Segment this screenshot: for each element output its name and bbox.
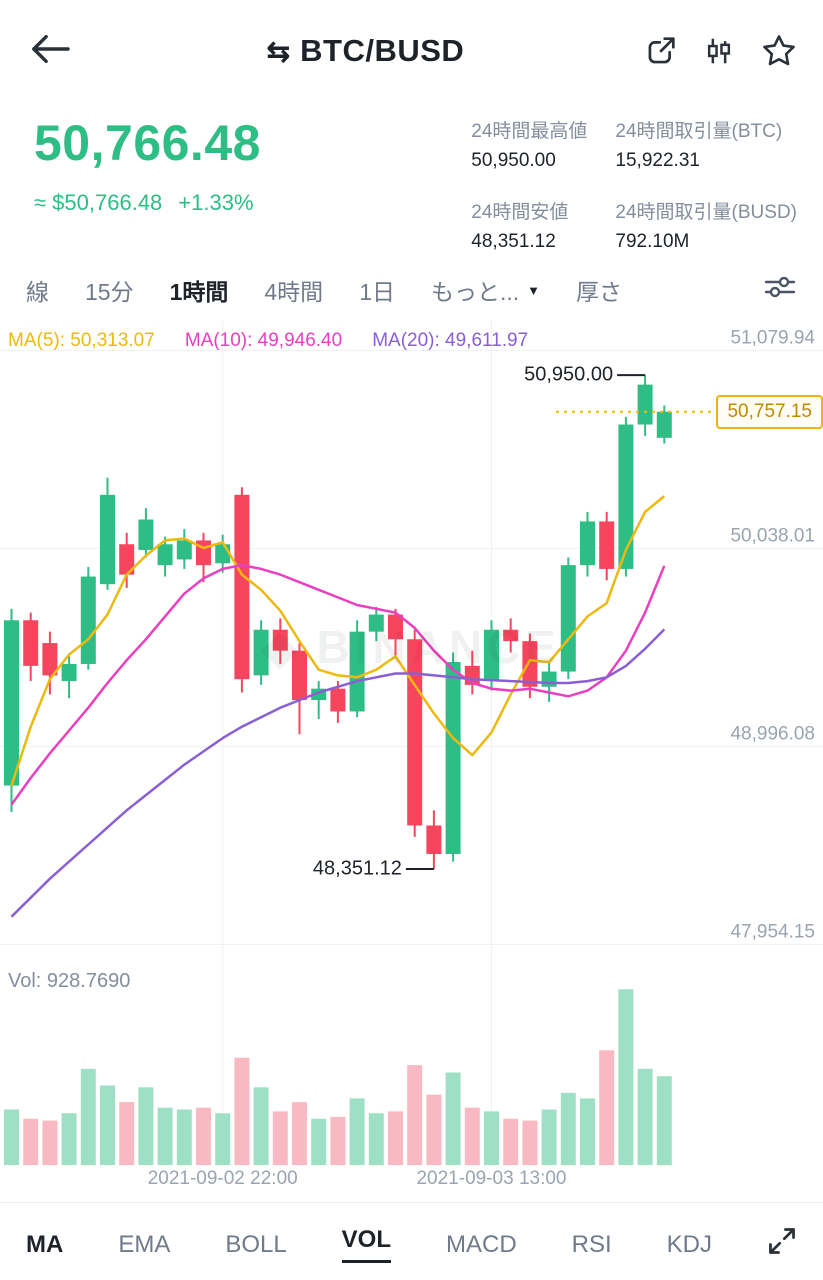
indicator-bar: MA EMA BOLL VOL MACD RSI KDJ bbox=[0, 1202, 823, 1280]
price-panel: 50,766.48 ≈ $50,766.48 +1.33% 24時間最高値 50… bbox=[0, 92, 823, 260]
tab-4h[interactable]: 4時間 bbox=[264, 279, 324, 305]
market-stats: 24時間最高値 50,950.00 24時間取引量(BTC) 15,922.31… bbox=[471, 102, 797, 260]
current-price-tag: 50,757.15 bbox=[716, 394, 823, 429]
chart-settings-button[interactable] bbox=[763, 273, 797, 307]
candlestick-view-icon[interactable] bbox=[703, 35, 735, 67]
tab-1h[interactable]: 1時間 bbox=[169, 279, 229, 305]
swap-pair-icon: ⇆ bbox=[266, 35, 291, 67]
page-title: BTC/BUSD bbox=[300, 33, 465, 68]
low-price-annotation: 48,351.12 bbox=[312, 857, 402, 880]
timeframe-bar: 線 15分 1時間 4時間 1日 もっと... ▼ 厚さ bbox=[0, 260, 823, 320]
tab-vol[interactable]: VOL bbox=[341, 1226, 392, 1263]
volume-bars bbox=[4, 989, 672, 1165]
fullscreen-button[interactable] bbox=[767, 1226, 797, 1263]
svg-text:2021-09-03 13:00: 2021-09-03 13:00 bbox=[416, 1168, 566, 1189]
ma-legend: MA(5): 50,313.07 MA(10): 49,946.40 MA(20… bbox=[8, 330, 528, 352]
tab-depth[interactable]: 厚さ bbox=[576, 279, 623, 305]
svg-text:2021-09-02 22:00: 2021-09-02 22:00 bbox=[148, 1168, 298, 1189]
header: ⇆ BTC/BUSD bbox=[0, 0, 823, 92]
tab-more-dropdown[interactable]: もっと... ▼ bbox=[430, 279, 541, 305]
ma10-line bbox=[10, 563, 666, 806]
svg-text:50,038.01: 50,038.01 bbox=[730, 525, 815, 546]
tab-ema[interactable]: EMA bbox=[118, 1230, 171, 1258]
back-button[interactable] bbox=[26, 30, 86, 73]
binance-logo-icon: ◆ bbox=[262, 621, 303, 673]
arrow-left-icon bbox=[32, 34, 70, 63]
sliders-icon bbox=[764, 276, 796, 298]
tab-ma[interactable]: MA bbox=[26, 1230, 64, 1258]
stat-24h-high: 24時間最高値 50,950.00 bbox=[471, 121, 588, 171]
svg-text:51,079.94: 51,079.94 bbox=[730, 327, 815, 348]
share-icon[interactable] bbox=[645, 35, 677, 67]
high-price-annotation: 50,950.00 bbox=[524, 363, 614, 386]
fiat-approx-price: ≈ $50,766.48 bbox=[34, 190, 163, 215]
axis-labels: 51,079.94 50,038.01 48,996.08 47,954.15 2021… bbox=[148, 327, 816, 1189]
ma20-line bbox=[10, 628, 666, 918]
tab-1d[interactable]: 1日 bbox=[359, 279, 395, 305]
tab-boll[interactable]: BOLL bbox=[225, 1230, 287, 1258]
price-chart: 51,079.94 50,038.01 48,996.08 47,954.15 2021… bbox=[0, 320, 823, 1202]
svg-text:47,954.15: 47,954.15 bbox=[730, 921, 815, 942]
legend-ma5: MA(5): 50,313.07 bbox=[8, 330, 155, 351]
ma5-line bbox=[10, 495, 666, 786]
last-price-block: 50,766.48 ≈ $50,766.48 +1.33% bbox=[34, 102, 261, 260]
overlays bbox=[405, 374, 732, 870]
tab-line-view[interactable]: 線 bbox=[26, 279, 49, 305]
last-price: 50,766.48 bbox=[34, 115, 261, 171]
legend-ma20: MA(20): 49,611.97 bbox=[372, 330, 529, 351]
volume-readout: Vol: 928.7690 bbox=[8, 970, 131, 992]
expand-arrows-icon bbox=[769, 1228, 795, 1254]
binance-watermark: ◆ BINANCE bbox=[262, 621, 561, 673]
tab-rsi[interactable]: RSI bbox=[571, 1230, 612, 1258]
favorite-star-icon[interactable] bbox=[761, 33, 797, 69]
price-change-percent: +1.33% bbox=[178, 190, 254, 215]
stat-24h-volume-busd: 24時間取引量(BUSD) 792.10M bbox=[615, 202, 797, 252]
stat-24h-low: 24時間安値 48,351.12 bbox=[471, 202, 569, 252]
candlestick-chart-canvas[interactable]: 51,079.94 50,038.01 48,996.08 47,954.15 2021… bbox=[0, 320, 823, 1202]
legend-ma10: MA(10): 49,946.40 bbox=[184, 330, 343, 351]
stat-24h-volume-btc: 24時間取引量(BTC) 15,922.31 bbox=[615, 121, 783, 171]
tab-15m[interactable]: 15分 bbox=[85, 279, 134, 305]
tab-kdj[interactable]: KDJ bbox=[666, 1230, 712, 1258]
tab-macd[interactable]: MACD bbox=[446, 1230, 517, 1258]
chevron-down-icon: ▼ bbox=[527, 282, 541, 298]
header-actions bbox=[645, 33, 797, 69]
svg-text:48,996.08: 48,996.08 bbox=[730, 723, 815, 744]
pair-title-wrap[interactable]: ⇆ BTC/BUSD bbox=[86, 33, 645, 69]
ma-lines bbox=[10, 495, 666, 918]
